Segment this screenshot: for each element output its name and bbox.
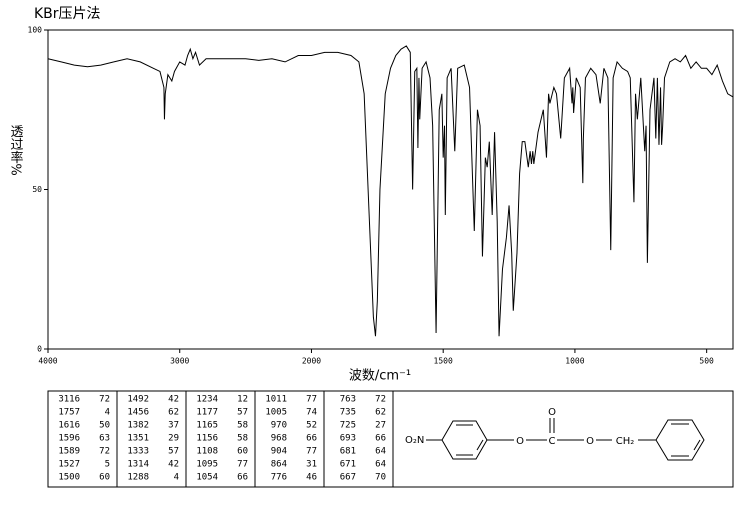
transmittance: 57 <box>168 447 179 457</box>
transmittance: 66 <box>306 434 317 444</box>
wavenumber: 1757 <box>58 408 80 418</box>
transmittance: 72 <box>99 447 110 457</box>
transmittance: 42 <box>168 395 179 405</box>
wavenumber: 1288 <box>127 473 149 483</box>
transmittance: 70 <box>375 473 386 483</box>
wavenumber: 1596 <box>58 434 80 444</box>
bond <box>476 439 484 451</box>
wavenumber: 725 <box>340 421 356 431</box>
x-tick-label: 1500 <box>434 357 453 366</box>
wavenumber: 1165 <box>196 421 218 431</box>
transmittance: 60 <box>99 473 110 483</box>
transmittance: 77 <box>306 447 317 457</box>
transmittance: 72 <box>375 395 386 405</box>
y-axis-label: 透过率% <box>8 124 24 175</box>
transmittance: 4 <box>174 473 179 483</box>
transmittance: 58 <box>237 434 248 444</box>
transmittance: 62 <box>168 408 179 418</box>
wavenumber: 763 <box>340 395 356 405</box>
wavenumber: 904 <box>271 447 287 457</box>
table-frame <box>47 390 734 488</box>
wavenumber: 1095 <box>196 460 218 470</box>
transmittance: 42 <box>168 460 179 470</box>
atom-label: O₂N <box>405 435 424 446</box>
structure <box>426 418 705 461</box>
x-tick-label: 2000 <box>302 357 321 366</box>
transmittance: 31 <box>306 460 317 470</box>
atom-label: O <box>548 407 556 418</box>
atom-label: O <box>516 436 524 447</box>
transmittance: 66 <box>237 473 248 483</box>
wavenumber: 735 <box>340 408 356 418</box>
atom-label: C <box>549 436 556 447</box>
x-tick-label: 3000 <box>170 357 189 366</box>
x-tick-label: 4000 <box>38 357 57 366</box>
wavenumber: 1492 <box>127 395 149 405</box>
transmittance: 60 <box>237 447 248 457</box>
wavenumber: 1527 <box>58 460 80 470</box>
transmittance: 77 <box>237 460 248 470</box>
transmittance: 4 <box>105 408 110 418</box>
wavenumber: 1456 <box>127 408 149 418</box>
wavenumber: 693 <box>340 434 356 444</box>
wavenumber: 1333 <box>127 447 149 457</box>
wavenumber: 1589 <box>58 447 80 457</box>
transmittance: 37 <box>168 421 179 431</box>
atom-label: O <box>586 436 594 447</box>
x-tick-label: 500 <box>699 357 714 366</box>
transmittance: 63 <box>99 434 110 444</box>
transmittance: 50 <box>99 421 110 431</box>
wavenumber: 864 <box>271 460 287 470</box>
wavenumber: 1177 <box>196 408 218 418</box>
transmittance: 74 <box>306 408 317 418</box>
y-tick-label: 50 <box>32 185 42 194</box>
y-tick-label: 0 <box>37 345 42 354</box>
transmittance: 58 <box>237 421 248 431</box>
spectrum-line <box>47 45 734 337</box>
wavenumber: 3116 <box>58 395 80 405</box>
wavenumber: 1011 <box>265 395 287 405</box>
wavenumber: 1351 <box>127 434 149 444</box>
wavenumber: 1005 <box>265 408 287 418</box>
peak-table: 3116 72 1757 4 1616 50 1596 63 1589 72 1527 5 1500 60… <box>47 390 734 488</box>
y-tick-label: 100 <box>28 26 43 35</box>
wavenumber: 1234 <box>196 395 218 405</box>
transmittance: 46 <box>306 473 317 483</box>
wavenumber: 667 <box>340 473 356 483</box>
wavenumber: 1616 <box>58 421 80 431</box>
wavenumber: 1382 <box>127 421 149 431</box>
transmittance: 72 <box>99 395 110 405</box>
transmittance: 29 <box>168 434 179 444</box>
transmittance: 64 <box>375 460 386 470</box>
bond <box>693 439 701 451</box>
transmittance: 57 <box>237 408 248 418</box>
wavenumber: 1108 <box>196 447 218 457</box>
wavenumber: 681 <box>340 447 356 457</box>
wavenumber: 1054 <box>196 473 218 483</box>
transmittance: 5 <box>105 460 110 470</box>
transmittance: 27 <box>375 421 386 431</box>
x-tick-label: 1000 <box>565 357 584 366</box>
wavenumber: 1314 <box>127 460 149 470</box>
transmittance: 12 <box>237 395 248 405</box>
ring <box>441 420 488 460</box>
wavenumber: 1156 <box>196 434 218 444</box>
transmittance: 52 <box>306 421 317 431</box>
wavenumber: 776 <box>271 473 287 483</box>
transmittance: 64 <box>375 447 386 457</box>
ring <box>655 419 705 461</box>
wavenumber: 1500 <box>58 473 80 483</box>
x-axis-label: 波数/cm⁻¹ <box>349 369 411 384</box>
atom-label: CH₂ <box>616 436 635 447</box>
wavenumber: 968 <box>271 434 287 444</box>
wavenumber: 970 <box>271 421 287 431</box>
transmittance: 62 <box>375 408 386 418</box>
transmittance: 77 <box>306 395 317 405</box>
wavenumber: 671 <box>340 460 356 470</box>
transmittance: 66 <box>375 434 386 444</box>
chart-title: KBr压片法 <box>34 6 101 22</box>
